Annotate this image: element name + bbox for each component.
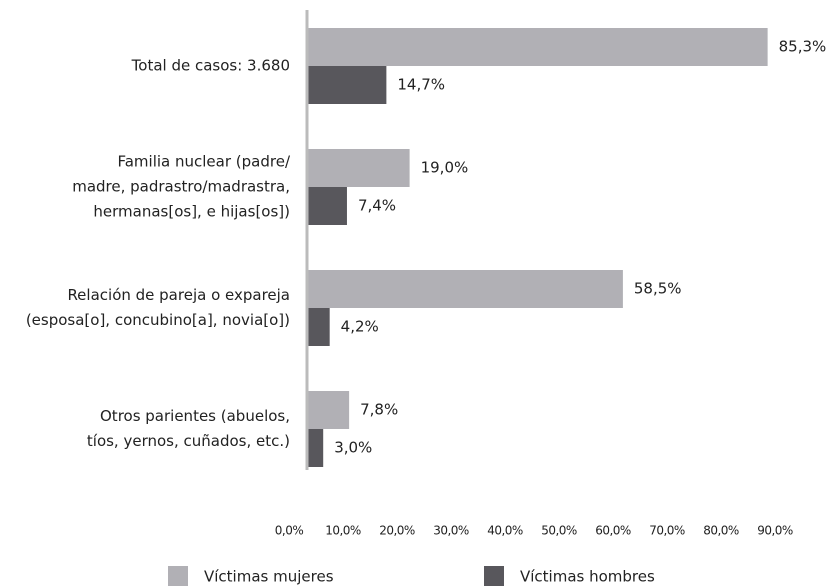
legend-swatch — [484, 566, 504, 586]
category-label: hermanas[os], e hijas[os]) — [93, 203, 290, 221]
value-label: 58,5% — [634, 280, 682, 298]
value-label: 7,8% — [360, 401, 398, 419]
category-label: madre, padrastro/madrastra, — [72, 178, 290, 196]
x-tick-label: 10,0% — [325, 524, 361, 538]
value-label: 4,2% — [341, 318, 379, 336]
legend-swatch — [168, 566, 188, 586]
category-label: Relación de pareja o expareja — [67, 286, 290, 304]
bar — [307, 28, 768, 66]
x-tick-label: 70,0% — [649, 524, 685, 538]
x-tick-label: 60,0% — [595, 524, 631, 538]
value-label: 19,0% — [421, 159, 469, 177]
bar — [307, 270, 623, 308]
category-label: Familia nuclear (padre/ — [117, 153, 290, 171]
bar — [307, 149, 410, 187]
legend-label: Víctimas mujeres — [204, 568, 334, 586]
x-tick-label: 80,0% — [703, 524, 739, 538]
legend-label: Víctimas hombres — [520, 568, 655, 586]
bar — [307, 391, 350, 429]
x-tick-label: 90,0% — [757, 524, 793, 538]
category-label: Total de casos: 3.680 — [131, 57, 290, 75]
x-tick-label: 50,0% — [541, 524, 577, 538]
value-label: 3,0% — [334, 439, 372, 457]
category-label: Otros parientes (abuelos, — [100, 407, 290, 425]
x-tick-label: 30,0% — [433, 524, 469, 538]
x-tick-label: 40,0% — [487, 524, 523, 538]
x-tick-label: 20,0% — [379, 524, 415, 538]
bar — [307, 429, 324, 467]
category-label: (esposa[o], concubino[a], novia[o]) — [26, 311, 290, 329]
bar — [307, 66, 387, 104]
bar — [307, 187, 347, 225]
bar — [307, 308, 330, 346]
value-label: 7,4% — [358, 197, 396, 215]
value-label: 14,7% — [397, 76, 445, 94]
value-label: 85,3% — [779, 38, 827, 56]
x-tick-label: 0,0% — [275, 524, 304, 538]
category-label: tíos, yernos, cuñados, etc.) — [87, 432, 290, 450]
